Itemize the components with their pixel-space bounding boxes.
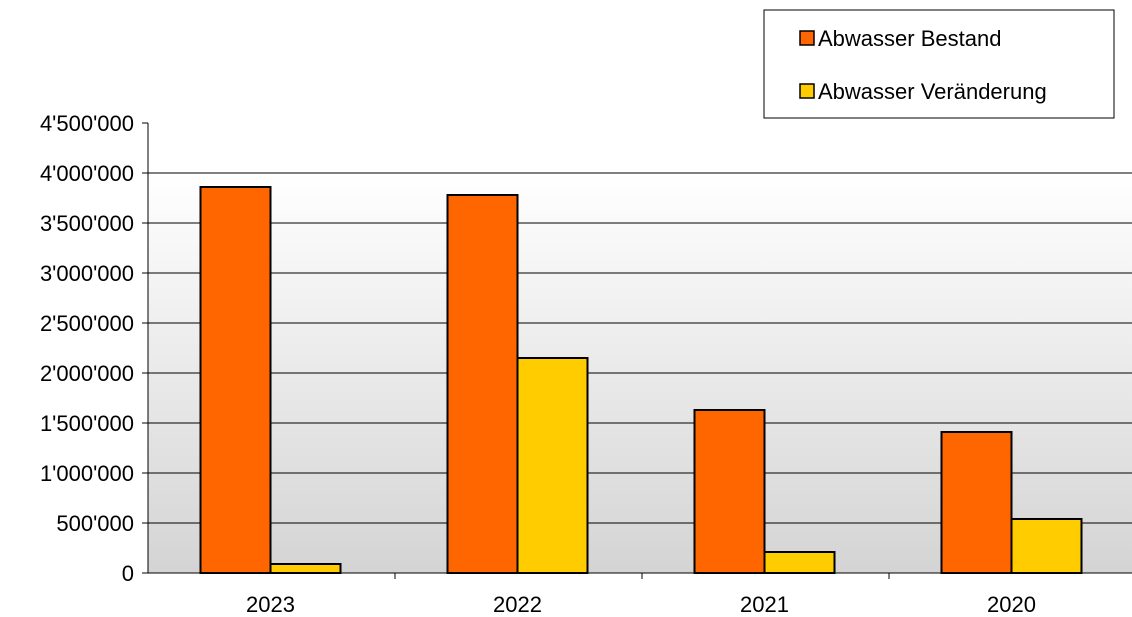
y-tick-labels: 0 500'000 1'000'000 1'500'000 2'000'000 2'500… (40, 111, 134, 586)
legend-box (763, 9, 1115, 119)
legend: Abwasser Bestand Abwasser Veränderung (763, 9, 1115, 119)
y-tick-label: 1'000'000 (40, 461, 134, 486)
legend-label: Abwasser Bestand (818, 26, 1001, 51)
y-tick-label: 500'000 (56, 511, 134, 536)
bar-2022-bestand (446, 194, 519, 574)
legend-swatch (799, 30, 815, 46)
bar-2020-veraenderung (1010, 518, 1083, 574)
bar-2023-bestand (199, 186, 272, 574)
x-tick-label: 2023 (246, 592, 295, 617)
axes (142, 122, 1132, 579)
bar-2023-veraenderung (269, 563, 342, 574)
y-tick-label: 4'000'000 (40, 161, 134, 186)
bar-2021-bestand (693, 409, 766, 574)
y-tick-label: 4'500'000 (40, 111, 134, 136)
y-tick-label: 3'000'000 (40, 261, 134, 286)
y-tick-label: 2'000'000 (40, 361, 134, 386)
x-tick-label: 2022 (493, 592, 542, 617)
y-tick-label: 3'500'000 (40, 211, 134, 236)
bar-2020-bestand (940, 431, 1013, 574)
y-tick-label: 0 (122, 561, 134, 586)
bars (199, 186, 1083, 574)
legend-label: Abwasser Veränderung (818, 79, 1047, 104)
y-tick-label: 2'500'000 (40, 311, 134, 336)
legend-swatch (799, 83, 815, 99)
bar-2021-veraenderung (763, 551, 836, 574)
x-tick-labels: 2023 2022 2021 2020 (246, 592, 1036, 617)
x-tick-label: 2020 (987, 592, 1036, 617)
y-tick-label: 1'500'000 (40, 411, 134, 436)
gridlines (148, 172, 1132, 524)
bar-2022-veraenderung (516, 357, 589, 574)
x-tick-label: 2021 (740, 592, 789, 617)
